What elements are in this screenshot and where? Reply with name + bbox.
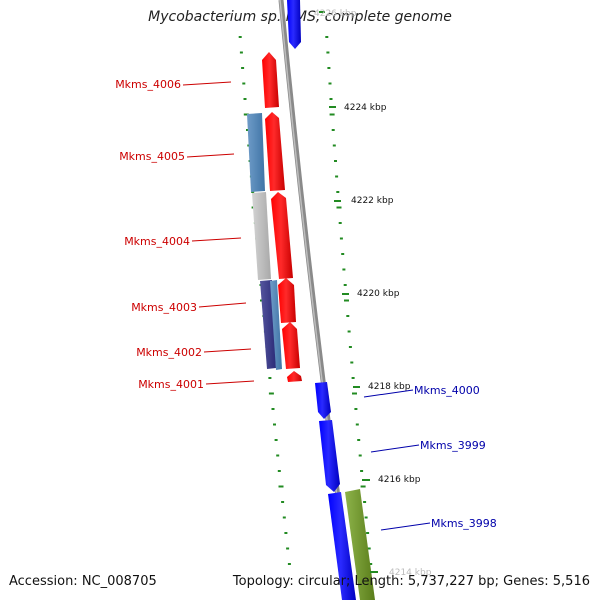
gene-label-mkms-4001: Mkms_4001 (138, 378, 204, 391)
scale-label: 4216 kbp (378, 475, 421, 485)
outer-tick-dot (331, 129, 335, 131)
outer-tick-dot (355, 423, 359, 426)
inner-tick-dot (271, 408, 275, 410)
inner-tick-dot (246, 129, 249, 131)
outer-tick-dot (352, 392, 357, 395)
leader-line (182, 81, 232, 86)
leader-line (370, 444, 420, 453)
outer-tick-dot (325, 36, 329, 38)
inner-tick-dot (278, 485, 284, 488)
gene-arrow-mkms-3999 (319, 420, 340, 492)
outer-tick-dot (363, 501, 367, 503)
gene-label-mkms-3999: Mkms_3999 (420, 439, 486, 452)
outer-tick-dot (326, 51, 330, 54)
leader-line (205, 380, 255, 385)
outer-tick-dot (354, 408, 358, 410)
leader-line (380, 522, 431, 531)
gene-arrow-mkms-4006 (262, 52, 279, 108)
outer-tick-dot (341, 253, 345, 255)
inner-tick-dot (268, 377, 272, 379)
outer-tick-dot (329, 98, 333, 100)
outer-tick-dot (346, 315, 350, 317)
outer-tick-dot (332, 144, 336, 147)
outer-tick-dot (357, 439, 361, 441)
outer-tick-dot (348, 346, 352, 348)
leader-line (203, 348, 252, 353)
inner-tick-dot (277, 470, 281, 472)
inner-tick-dot (284, 532, 288, 534)
gene-label-mkms-4003: Mkms_4003 (131, 301, 197, 314)
outer-tick-dot (335, 175, 339, 178)
outer-tick-dot (343, 284, 347, 286)
scale-label: 4220 kbp (357, 289, 400, 299)
outer-tick-dot (334, 160, 337, 162)
inner-tick-dot (243, 113, 249, 116)
scale-label: 4226 kbp (314, 9, 357, 19)
outer-tick-dot (329, 113, 335, 116)
outer-tick-dot (338, 222, 342, 224)
inner-tick-dot (268, 392, 274, 395)
inner-tick-dot (282, 516, 286, 519)
genome-summary-text: Topology: circular; Length: 5,737,227 bp… (232, 574, 590, 589)
scale-label: 4218 kbp (368, 382, 411, 392)
outer-tick-dot (342, 268, 346, 271)
outer-tick-dot (336, 191, 340, 193)
gene-label-mkms-4006: Mkms_4006 (115, 78, 181, 91)
outer-tick-dot (360, 485, 366, 488)
gene-arrow-mkms-4001 (287, 371, 302, 382)
inner-tick-dot (239, 51, 243, 54)
outer-tick-dot (336, 206, 342, 209)
gene-arrow-mkms-3998 (328, 492, 356, 600)
inner-tick-dot (241, 67, 245, 69)
outer-tick-dot (369, 563, 373, 565)
outer-tick-dot (347, 330, 351, 333)
scale-ticks (319, 11, 378, 573)
outer-tick-dot (328, 82, 332, 85)
inner-tick-dot (287, 563, 291, 565)
scale-label: 4214 kbp (389, 568, 432, 578)
outer-tick-dot (364, 516, 368, 519)
inner-tick-dot (238, 36, 242, 38)
gene-label-mkms-4005: Mkms_4005 (119, 150, 185, 163)
inner-tick-dot (286, 547, 290, 550)
gene-arrow-mkms-4002 (282, 322, 300, 369)
feature-olive (345, 489, 375, 600)
outer-tick-dot (327, 67, 331, 69)
leader-line (198, 302, 247, 308)
outer-tick-dot (350, 361, 354, 364)
scale-label: 4222 kbp (351, 196, 394, 206)
inner-tick-dot (276, 454, 280, 457)
gene-arrow-top (287, 0, 301, 49)
inner-tick-dot (281, 501, 285, 503)
inner-tick-dot (274, 439, 278, 441)
leader-line (186, 153, 235, 158)
gene-label-mkms-3998: Mkms_3998 (431, 517, 497, 530)
outer-tick-dot (339, 237, 343, 240)
leader-line (191, 237, 242, 242)
gene-arrow-mkms-4005 (265, 112, 285, 191)
gene-label-mkms-4004: Mkms_4004 (124, 235, 190, 248)
gene-arrow-mkms-4004 (271, 192, 293, 279)
gene-label-mkms-4000: Mkms_4000 (414, 384, 480, 397)
gene-arrow-mkms-4000 (315, 382, 331, 419)
gene-arrow-mkms-4003 (278, 278, 296, 323)
feature-gray (252, 192, 271, 280)
outer-tick-dot (366, 532, 370, 534)
inner-tick-dot (273, 423, 276, 426)
scale-label: 4224 kbp (344, 103, 387, 113)
accession-text: Accession: NC_008705 (9, 574, 157, 589)
outer-tick-dot (351, 377, 355, 379)
outer-tick-dot (358, 454, 362, 457)
gene-label-mkms-4002: Mkms_4002 (136, 346, 202, 359)
feature-steelblue-upper (247, 113, 265, 192)
feature-steelblue-lower (270, 280, 282, 370)
inner-tick-dot (251, 191, 255, 193)
inner-tick-dot (243, 98, 247, 100)
leader-line (363, 389, 414, 398)
outer-tick-dot (360, 470, 364, 472)
outer-tick-dot (367, 547, 371, 550)
outer-tick-dot (344, 299, 349, 302)
inner-tick-dot (242, 82, 246, 85)
